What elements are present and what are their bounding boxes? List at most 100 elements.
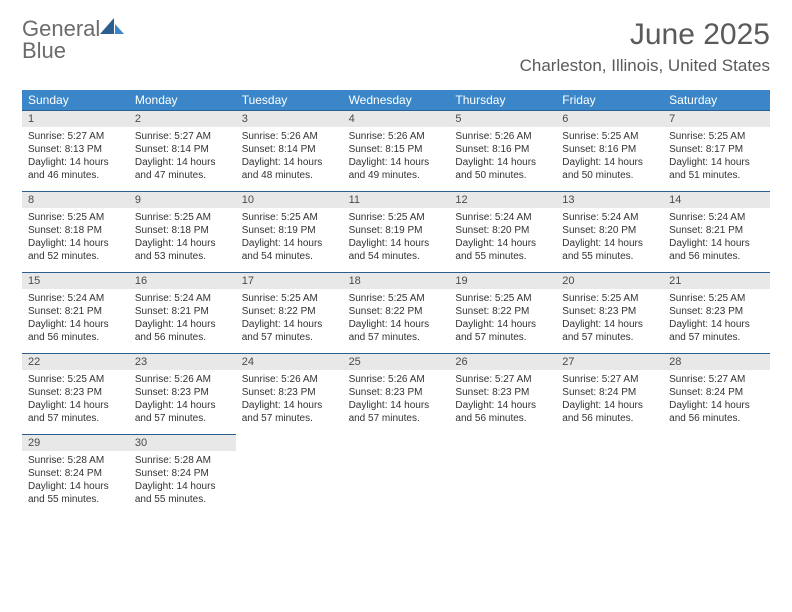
- daylight-text-1: Daylight: 14 hours: [28, 237, 123, 250]
- daylight-text-2: and 46 minutes.: [28, 169, 123, 182]
- sunset-text: Sunset: 8:23 PM: [349, 386, 444, 399]
- day-number: 30: [129, 434, 236, 451]
- day-number: 6: [556, 110, 663, 127]
- daylight-text-1: Daylight: 14 hours: [562, 237, 657, 250]
- sunrise-text: Sunrise: 5:25 AM: [349, 211, 444, 224]
- daylight-text-2: and 57 minutes.: [242, 412, 337, 425]
- daylight-text-1: Daylight: 14 hours: [28, 480, 123, 493]
- day-number: 3: [236, 110, 343, 127]
- logo: General Blue: [22, 18, 124, 62]
- day-info: Sunrise: 5:28 AMSunset: 8:24 PMDaylight:…: [22, 451, 129, 515]
- sunrise-text: Sunrise: 5:27 AM: [669, 373, 764, 386]
- sunset-text: Sunset: 8:24 PM: [28, 467, 123, 480]
- daylight-text-1: Daylight: 14 hours: [135, 399, 230, 412]
- day-info: Sunrise: 5:25 AMSunset: 8:22 PMDaylight:…: [449, 289, 556, 353]
- daylight-text-1: Daylight: 14 hours: [242, 156, 337, 169]
- day-info: Sunrise: 5:25 AMSunset: 8:19 PMDaylight:…: [236, 208, 343, 272]
- day-info: Sunrise: 5:26 AMSunset: 8:15 PMDaylight:…: [343, 127, 450, 191]
- sunset-text: Sunset: 8:22 PM: [349, 305, 444, 318]
- day-number: 22: [22, 353, 129, 370]
- day-info: Sunrise: 5:24 AMSunset: 8:21 PMDaylight:…: [22, 289, 129, 353]
- sunrise-text: Sunrise: 5:28 AM: [135, 454, 230, 467]
- daylight-text-1: Daylight: 14 hours: [349, 318, 444, 331]
- sunset-text: Sunset: 8:15 PM: [349, 143, 444, 156]
- week-info-row: Sunrise: 5:24 AMSunset: 8:21 PM Daylight:…: [22, 289, 770, 353]
- sunrise-text: Sunrise: 5:24 AM: [562, 211, 657, 224]
- sunrise-text: Sunrise: 5:26 AM: [135, 373, 230, 386]
- day-info: Sunrise: 5:25 AMSunset: 8:23 PMDaylight:…: [22, 370, 129, 434]
- day-info: Sunrise: 5:27 AMSunset: 8:24 PMDaylight:…: [556, 370, 663, 434]
- day-number: 7: [663, 110, 770, 127]
- sunrise-text: Sunrise: 5:25 AM: [562, 292, 657, 305]
- day-number: 13: [556, 191, 663, 208]
- sunset-text: Sunset: 8:24 PM: [669, 386, 764, 399]
- day-info: Sunrise: 5:28 AMSunset: 8:24 PMDaylight:…: [129, 451, 236, 515]
- daylight-text-1: Daylight: 14 hours: [135, 480, 230, 493]
- sunrise-text: Sunrise: 5:27 AM: [135, 130, 230, 143]
- daylight-text-2: and 56 minutes.: [135, 331, 230, 344]
- sunrise-text: Sunrise: 5:26 AM: [242, 373, 337, 386]
- day-info: Sunrise: 5:25 AMSunset: 8:22 PMDaylight:…: [236, 289, 343, 353]
- daylight-text-2: and 50 minutes.: [562, 169, 657, 182]
- sunset-text: Sunset: 8:17 PM: [669, 143, 764, 156]
- sunset-text: Sunset: 8:20 PM: [455, 224, 550, 237]
- daylight-text-2: and 57 minutes.: [242, 331, 337, 344]
- dow-tuesday: Tuesday: [236, 90, 343, 110]
- sunset-text: Sunset: 8:18 PM: [135, 224, 230, 237]
- day-number: 12: [449, 191, 556, 208]
- week-number-row: 891011121314: [22, 191, 770, 208]
- daylight-text-2: and 50 minutes.: [455, 169, 550, 182]
- daylight-text-2: and 56 minutes.: [28, 331, 123, 344]
- sunset-text: Sunset: 8:23 PM: [562, 305, 657, 318]
- day-info: Sunrise: 5:24 AMSunset: 8:20 PMDaylight:…: [556, 208, 663, 272]
- daylight-text-1: Daylight: 14 hours: [242, 318, 337, 331]
- dow-thursday: Thursday: [449, 90, 556, 110]
- dow-friday: Friday: [556, 90, 663, 110]
- sunrise-text: Sunrise: 5:25 AM: [242, 211, 337, 224]
- day-number: 21: [663, 272, 770, 289]
- logo-word2: Blue: [22, 40, 124, 62]
- day-number: 26: [449, 353, 556, 370]
- daylight-text-2: and 47 minutes.: [135, 169, 230, 182]
- daylight-text-1: Daylight: 14 hours: [242, 237, 337, 250]
- daylight-text-2: and 52 minutes.: [28, 250, 123, 263]
- sunrise-text: Sunrise: 5:27 AM: [28, 130, 123, 143]
- dow-wednesday: Wednesday: [343, 90, 450, 110]
- sunrise-text: Sunrise: 5:26 AM: [242, 130, 337, 143]
- logo-text: General Blue: [22, 18, 124, 62]
- daylight-text-1: Daylight: 14 hours: [562, 318, 657, 331]
- day-info: Sunrise: 5:24 AMSunset: 8:21 PMDaylight:…: [663, 208, 770, 272]
- day-number: 20: [556, 272, 663, 289]
- sunrise-text: Sunrise: 5:25 AM: [135, 211, 230, 224]
- daylight-text-1: Daylight: 14 hours: [349, 156, 444, 169]
- daylight-text-1: Daylight: 14 hours: [135, 237, 230, 250]
- day-info: Sunrise: 5:25 AMSunset: 8:16 PMDaylight:…: [556, 127, 663, 191]
- sunrise-text: Sunrise: 5:28 AM: [28, 454, 123, 467]
- sunrise-text: Sunrise: 5:26 AM: [349, 130, 444, 143]
- daylight-text-2: and 56 minutes.: [669, 250, 764, 263]
- dow-monday: Monday: [129, 90, 236, 110]
- sunrise-text: Sunrise: 5:25 AM: [28, 373, 123, 386]
- daylight-text-2: and 54 minutes.: [242, 250, 337, 263]
- sunrise-text: Sunrise: 5:24 AM: [28, 292, 123, 305]
- day-info: Sunrise: 5:25 AMSunset: 8:23 PMDaylight:…: [556, 289, 663, 353]
- sunset-text: Sunset: 8:14 PM: [242, 143, 337, 156]
- sunset-text: Sunset: 8:21 PM: [28, 305, 123, 318]
- day-info: Sunrise: 5:25 AMSunset: 8:23 PMDaylight:…: [663, 289, 770, 353]
- sunset-text: Sunset: 8:16 PM: [455, 143, 550, 156]
- day-number: 23: [129, 353, 236, 370]
- sunset-text: Sunset: 8:24 PM: [562, 386, 657, 399]
- daylight-text-2: and 55 minutes.: [135, 493, 230, 506]
- day-info: Sunrise: 5:26 AMSunset: 8:23 PMDaylight:…: [236, 370, 343, 434]
- day-info: Sunrise: 5:25 AMSunset: 8:18 PMDaylight:…: [129, 208, 236, 272]
- sunset-text: Sunset: 8:13 PM: [28, 143, 123, 156]
- sunset-text: Sunset: 8:23 PM: [669, 305, 764, 318]
- day-info: Sunrise: 5:26 AMSunset: 8:16 PMDaylight:…: [449, 127, 556, 191]
- daylight-text-1: Daylight: 14 hours: [349, 399, 444, 412]
- day-info: Sunrise: 5:24 AMSunset: 8:20 PMDaylight:…: [449, 208, 556, 272]
- daylight-text-2: and 54 minutes.: [349, 250, 444, 263]
- sunset-text: Sunset: 8:18 PM: [28, 224, 123, 237]
- week-info-row: Sunrise: 5:25 AMSunset: 8:18 PMDaylight:…: [22, 208, 770, 272]
- day-number: 9: [129, 191, 236, 208]
- daylight-text-1: Daylight: 14 hours: [455, 399, 550, 412]
